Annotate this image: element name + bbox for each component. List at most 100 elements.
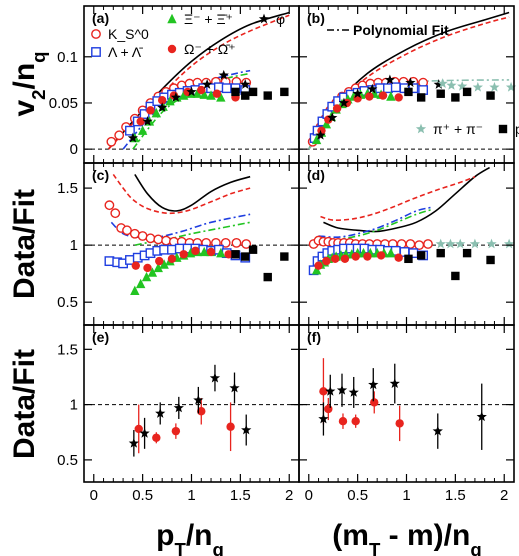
legend-marker-proton bbox=[499, 125, 507, 133]
data-point-omega bbox=[314, 261, 322, 269]
x-axis-label-left: pT/nq bbox=[156, 519, 224, 556]
x-tick-label: 1 bbox=[402, 487, 410, 504]
data-point-pi bbox=[486, 239, 496, 249]
data-point-pi bbox=[455, 239, 465, 249]
fit-curve-d-1 bbox=[321, 177, 475, 220]
data-point-ks0 bbox=[138, 232, 146, 240]
data-point-omega bbox=[207, 248, 215, 256]
data-point-ks0 bbox=[111, 209, 119, 217]
data-point-xi bbox=[138, 125, 147, 134]
data-point-proton bbox=[463, 88, 471, 96]
data-point-proton bbox=[264, 91, 272, 99]
data-point-omega bbox=[351, 252, 359, 260]
data-point-omega bbox=[351, 417, 359, 425]
legend-marker-pi bbox=[416, 124, 426, 134]
data-point-omega bbox=[152, 434, 160, 442]
data-point-proton bbox=[241, 252, 249, 260]
data-point-ks0 bbox=[406, 240, 414, 248]
legend-label-pi: π⁺ + π⁻ bbox=[433, 121, 483, 137]
data-point-pi bbox=[504, 239, 514, 249]
data-point-proton bbox=[417, 251, 425, 259]
data-point-pi bbox=[436, 239, 446, 249]
legend-label-xi: Ξ⁻ + Ξ̄⁺ bbox=[184, 11, 233, 27]
data-point-proton bbox=[486, 256, 494, 264]
y-tick-label: 1.5 bbox=[57, 180, 78, 197]
y-axis-label-row2: Data/Fit bbox=[8, 189, 41, 299]
data-point-ks0 bbox=[415, 241, 423, 249]
data-point-proton bbox=[486, 91, 494, 99]
data-point-omega bbox=[395, 419, 403, 427]
y-tick-label: 1.5 bbox=[57, 341, 78, 358]
data-point-lambda bbox=[222, 84, 230, 92]
x-tick-label: 1 bbox=[187, 487, 195, 504]
data-point-omega bbox=[146, 106, 154, 114]
data-point-omega bbox=[394, 93, 402, 101]
legend-label-ks0: K_S^0 bbox=[108, 26, 149, 42]
data-point-proton bbox=[437, 90, 445, 98]
y-tick-label: 1 bbox=[70, 397, 78, 414]
data-point-omega bbox=[331, 255, 339, 263]
legend-marker-omega bbox=[168, 45, 176, 53]
legend-marker-phi bbox=[259, 14, 269, 24]
data-point-ks0 bbox=[105, 201, 113, 209]
data-point-lambda bbox=[419, 86, 427, 94]
panel-frame-e bbox=[84, 325, 299, 482]
legend-label-proton: p + p̄ bbox=[515, 121, 519, 137]
x-tick-label: 2 bbox=[500, 487, 508, 504]
data-point-ks0 bbox=[146, 234, 154, 242]
y-tick-label: 0.5 bbox=[57, 452, 78, 469]
y-tick-label: 0.1 bbox=[57, 49, 78, 66]
data-point-pi bbox=[473, 82, 483, 92]
data-point-proton bbox=[249, 246, 257, 254]
data-point-proton bbox=[231, 88, 239, 96]
panel-label: (b) bbox=[307, 10, 325, 26]
data-point-proton bbox=[404, 88, 412, 96]
data-point-proton bbox=[451, 272, 459, 280]
y-tick-label: 0.5 bbox=[57, 294, 78, 311]
y-tick-label: 0.05 bbox=[49, 95, 78, 112]
data-point-omega bbox=[136, 117, 144, 125]
data-point-omega bbox=[322, 257, 330, 265]
legend-marker-xi bbox=[167, 14, 176, 23]
legend-label-phi: φ bbox=[276, 11, 285, 27]
data-point-omega bbox=[213, 90, 221, 98]
y-tick-label: 1 bbox=[70, 237, 78, 254]
fit-curve-c-1 bbox=[113, 174, 250, 213]
x-tick-label: 1.5 bbox=[445, 487, 466, 504]
x-tick-label: 0 bbox=[90, 487, 98, 504]
data-point-ks0 bbox=[424, 240, 432, 248]
panel-label: (c) bbox=[92, 167, 109, 183]
legend-marker-lambda bbox=[92, 48, 100, 56]
data-point-proton bbox=[280, 252, 288, 260]
data-point-omega bbox=[155, 257, 163, 265]
fit-curve-d-0 bbox=[323, 168, 489, 232]
panel-label: (a) bbox=[92, 10, 109, 26]
data-point-omega bbox=[333, 104, 341, 112]
data-point-proton bbox=[451, 93, 459, 101]
data-point-omega bbox=[339, 417, 347, 425]
x-tick-label: 0 bbox=[305, 487, 313, 504]
legend-label-lambda: Λ + Λ̄ bbox=[108, 44, 143, 60]
panel-label: (f) bbox=[307, 329, 321, 345]
data-point-pi bbox=[446, 80, 456, 90]
data-point-omega bbox=[172, 427, 180, 435]
data-point-ks0 bbox=[107, 138, 115, 146]
panel-label: (d) bbox=[307, 167, 325, 183]
data-point-pi bbox=[470, 239, 480, 249]
data-point-omega bbox=[324, 405, 332, 413]
panel-label: (e) bbox=[92, 329, 109, 345]
data-point-ks0 bbox=[123, 226, 131, 234]
data-point-omega bbox=[226, 423, 234, 431]
y-tick-label: 0 bbox=[70, 141, 78, 158]
data-point-proton bbox=[417, 93, 425, 101]
data-point-omega bbox=[394, 253, 402, 261]
data-point-omega bbox=[197, 86, 205, 94]
legend-marker-ks0 bbox=[92, 30, 100, 38]
data-point-proton bbox=[264, 273, 272, 281]
data-point-omega bbox=[179, 250, 187, 258]
data-point-proton bbox=[241, 91, 249, 99]
data-point-omega bbox=[377, 251, 385, 259]
data-point-omega bbox=[168, 255, 176, 263]
data-point-proton bbox=[463, 249, 471, 257]
